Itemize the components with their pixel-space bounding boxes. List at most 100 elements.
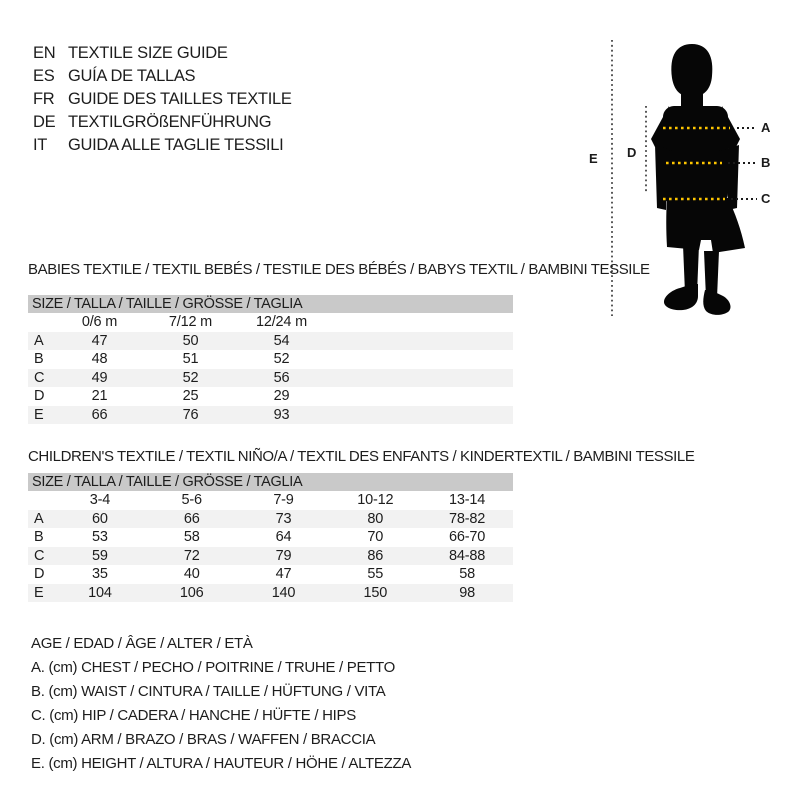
value-cell: 66 — [91, 406, 108, 423]
value-cell: 51 — [182, 351, 199, 368]
label-b: B — [761, 155, 770, 170]
table-row: B 53 58 64 70 66-70 — [28, 528, 513, 547]
children-col-header: 10-12 — [357, 492, 394, 509]
row-label: E — [34, 584, 44, 601]
table-row: B 48 51 52 — [28, 350, 513, 369]
table-row: C 49 52 56 — [28, 368, 513, 387]
label-e: E — [589, 151, 598, 166]
children-col-header: 7-9 — [273, 492, 294, 509]
row-label: E — [34, 406, 44, 423]
legend-line-hip: C. (cm) HIP / CADERA / HANCHE / HÜFTE / … — [31, 707, 356, 724]
value-cell: 29 — [273, 388, 290, 405]
value-cell: 49 — [91, 369, 108, 386]
value-cell: 47 — [91, 332, 108, 349]
value-cell: 25 — [182, 388, 199, 405]
legend-line-arm: D. (cm) ARM / BRAZO / BRAS / WAFFEN / BR… — [31, 731, 376, 748]
babies-col-header: 0/6 m — [81, 314, 118, 331]
lang-label: TEXTILGRÖßENFÜHRUNG — [68, 113, 272, 131]
children-section-title: CHILDREN'S TEXTILE / TEXTIL NIÑO/A / TEX… — [28, 448, 695, 465]
children-size-header-bar: SIZE / TALLA / TAILLE / GRÖSSE / TAGLIA — [28, 473, 513, 491]
table-row: E 104 106 140 150 98 — [28, 583, 513, 602]
value-cell: 66 — [183, 510, 200, 527]
value-cell: 55 — [367, 566, 384, 583]
lang-label: TEXTILE SIZE GUIDE — [68, 44, 228, 62]
lang-code: ES — [33, 67, 55, 85]
value-cell: 48 — [91, 351, 108, 368]
babies-section-title: BABIES TEXTILE / TEXTIL BEBÉS / TESTILE … — [28, 261, 650, 278]
legend-line-waist: B. (cm) WAIST / CINTURA / TAILLE / HÜFTU… — [31, 683, 386, 700]
children-column-header-row: 3-4 5-6 7-9 10-12 13-14 — [28, 491, 513, 510]
lang-row-de: DE TEXTILGRÖßENFÜHRUNG — [33, 111, 292, 134]
children-col-header: 5-6 — [181, 492, 203, 509]
value-cell: 52 — [273, 351, 290, 368]
row-label: D — [34, 566, 45, 583]
value-cell: 35 — [92, 566, 108, 583]
lang-code: IT — [33, 136, 48, 154]
children-col-header: 13-14 — [449, 492, 486, 509]
value-cell: 98 — [459, 584, 475, 601]
value-cell: 70 — [367, 529, 384, 546]
lang-code: FR — [33, 90, 55, 108]
legend-line-chest: A. (cm) CHEST / PECHO / POITRINE / TRUHE… — [31, 659, 395, 676]
label-a: A — [761, 120, 771, 135]
value-cell: 52 — [182, 369, 199, 386]
row-label: B — [34, 351, 44, 368]
children-size-table: SIZE / TALLA / TAILLE / GRÖSSE / TAGLIA … — [28, 473, 513, 602]
value-cell: 47 — [275, 566, 292, 583]
value-cell: 50 — [182, 332, 199, 349]
language-title-list: EN TEXTILE SIZE GUIDE ES GUÍA DE TALLAS … — [33, 42, 292, 157]
value-cell: 60 — [92, 510, 108, 527]
babies-column-header-row: 0/6 m 7/12 m 12/24 m — [28, 313, 513, 332]
value-cell: 80 — [367, 510, 384, 527]
row-label: C — [34, 547, 45, 564]
lang-label: GUÍA DE TALLAS — [68, 67, 196, 85]
value-cell: 84-88 — [449, 547, 486, 564]
babies-col-header: 12/24 m — [256, 314, 307, 331]
value-cell: 58 — [459, 566, 475, 583]
value-cell: 56 — [273, 369, 290, 386]
label-c: C — [761, 191, 771, 206]
value-cell: 93 — [273, 406, 290, 423]
value-cell: 79 — [275, 547, 292, 564]
value-cell: 66-70 — [449, 529, 486, 546]
measurement-legend: AGE / EDAD / ÂGE / ALTER / ETÀ A. (cm) C… — [31, 632, 411, 776]
lang-row-it: IT GUIDA ALLE TAGLIE TESSILI — [33, 134, 292, 157]
value-cell: 64 — [275, 529, 292, 546]
value-cell: 76 — [182, 406, 199, 423]
value-cell: 40 — [183, 566, 200, 583]
value-cell: 104 — [88, 584, 112, 601]
value-cell: 53 — [92, 529, 108, 546]
children-col-header: 3-4 — [89, 492, 111, 509]
row-label: A — [34, 510, 44, 527]
lang-code: EN — [33, 44, 56, 62]
value-cell: 78-82 — [449, 510, 486, 527]
lang-code: DE — [33, 113, 56, 131]
value-cell: 150 — [363, 584, 388, 601]
table-row: E 66 76 93 — [28, 405, 513, 424]
table-row: C 59 72 79 86 84-88 — [28, 546, 513, 565]
value-cell: 72 — [183, 547, 200, 564]
lang-label: GUIDA ALLE TAGLIE TESSILI — [68, 136, 284, 154]
child-measurement-figure: A B C D E — [580, 28, 790, 328]
value-cell: 86 — [367, 547, 384, 564]
table-row: D 35 40 47 55 58 — [28, 565, 513, 584]
value-cell: 140 — [271, 584, 296, 601]
row-label: A — [34, 332, 44, 349]
row-label: D — [34, 388, 45, 405]
value-cell: 21 — [91, 388, 108, 405]
row-label: C — [34, 369, 45, 386]
label-d: D — [627, 145, 636, 160]
lang-row-en: EN TEXTILE SIZE GUIDE — [33, 42, 292, 65]
babies-size-table: SIZE / TALLA / TAILLE / GRÖSSE / TAGLIA … — [28, 295, 513, 424]
legend-line-height: E. (cm) HEIGHT / ALTURA / HAUTEUR / HÖHE… — [31, 755, 412, 772]
lang-row-es: ES GUÍA DE TALLAS — [33, 65, 292, 88]
babies-size-header-bar: SIZE / TALLA / TAILLE / GRÖSSE / TAGLIA — [28, 295, 513, 313]
table-row: D 21 25 29 — [28, 387, 513, 406]
row-label: B — [34, 529, 44, 546]
value-cell: 54 — [273, 332, 290, 349]
value-cell: 73 — [275, 510, 292, 527]
value-cell: 59 — [92, 547, 108, 564]
value-cell: 106 — [179, 584, 204, 601]
lang-row-fr: FR GUIDE DES TAILLES TEXTILE — [33, 88, 292, 111]
